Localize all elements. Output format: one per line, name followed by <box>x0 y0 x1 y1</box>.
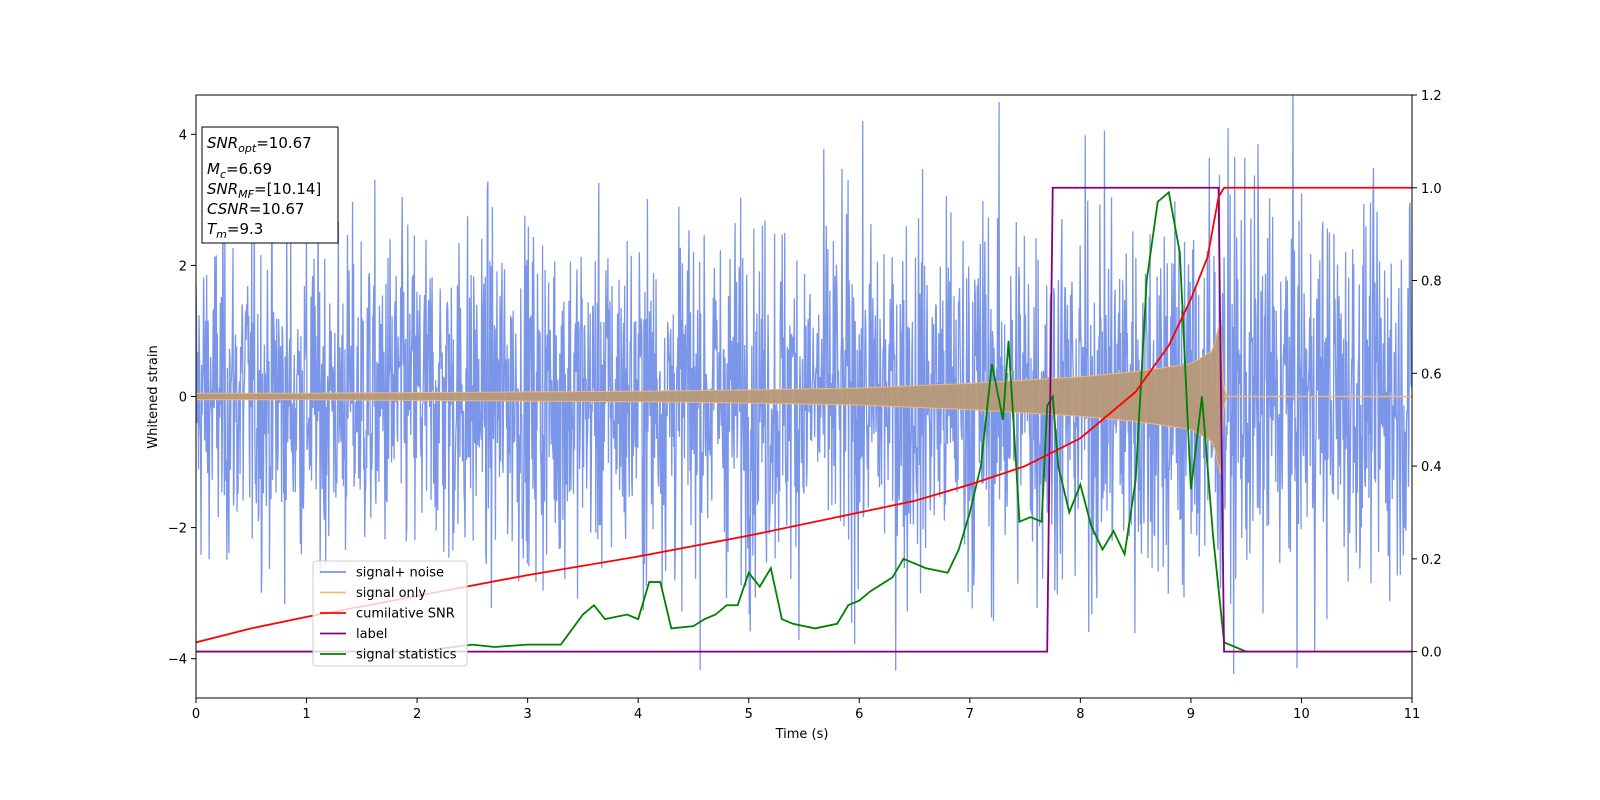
x-axis-label: Time (s) <box>775 727 829 742</box>
info-mc: Mc=6.69 <box>207 160 272 181</box>
series-line-signal-statistics <box>196 190 1412 653</box>
y-left-tick-label: 4 <box>179 128 187 143</box>
legend-label: label <box>356 627 387 642</box>
y-left-tick-label: −2 <box>168 522 187 537</box>
y-axis-label-left: Whitened strain <box>146 345 161 448</box>
y-right-tick-label: 0.2 <box>1421 553 1442 568</box>
legend-label: signal+ noise <box>356 566 444 581</box>
legend: signal+ noise signal only cumilative SNR la… <box>312 560 468 667</box>
x-tick-label: 6 <box>855 707 863 722</box>
x-tick-label: 0 <box>192 707 200 722</box>
left-axis-ticks: −4 −2 0 2 4 <box>168 128 196 668</box>
info-tm: Tm=9.3 <box>207 220 263 241</box>
info-box-frame <box>201 126 339 244</box>
x-tick-label: 11 <box>1404 707 1421 722</box>
legend-label: cumilative SNR <box>356 607 455 622</box>
info-snr-opt: SNRopt=10.67 <box>207 134 312 155</box>
info-snr-mf: SNRMF=[10.14] <box>207 180 321 201</box>
x-tick-label: 7 <box>966 707 974 722</box>
y-left-tick-label: 2 <box>179 259 187 274</box>
x-tick-label: 2 <box>413 707 421 722</box>
x-tick-label: 4 <box>634 707 642 722</box>
info-box: SNRopt=10.67 Mc=6.69 SNRMF=[10.14] CSNR=… <box>201 126 339 244</box>
y-right-tick-label: 0.0 <box>1421 646 1442 661</box>
x-tick-label: 10 <box>1293 707 1310 722</box>
x-tick-label: 3 <box>523 707 531 722</box>
legend-label: signal statistics <box>356 648 457 663</box>
x-tick-label: 5 <box>745 707 753 722</box>
x-tick-label: 1 <box>302 707 310 722</box>
x-tick-label: 8 <box>1076 707 1084 722</box>
info-csnr: CSNR=10.67 <box>207 200 304 218</box>
series-line-signal-noise <box>196 95 1412 675</box>
y-left-tick-label: −4 <box>168 653 187 668</box>
y-left-tick-label: 0 <box>179 391 187 406</box>
y-right-tick-label: 0.6 <box>1421 367 1442 382</box>
right-axis-ticks: 0.0 0.2 0.4 0.6 0.8 1.0 1.2 <box>1412 89 1442 661</box>
x-tick-label: 9 <box>1187 707 1195 722</box>
legend-frame <box>312 560 468 667</box>
y-right-tick-label: 0.8 <box>1421 275 1442 290</box>
x-axis-ticks: 0 1 2 3 4 5 6 7 8 9 10 11 <box>192 698 1420 722</box>
legend-label: signal only <box>356 586 426 601</box>
y-right-tick-label: 0.4 <box>1421 460 1442 475</box>
y-right-tick-label: 1.2 <box>1421 89 1442 104</box>
series-line-label <box>196 186 1412 653</box>
y-right-tick-label: 1.0 <box>1421 182 1442 197</box>
